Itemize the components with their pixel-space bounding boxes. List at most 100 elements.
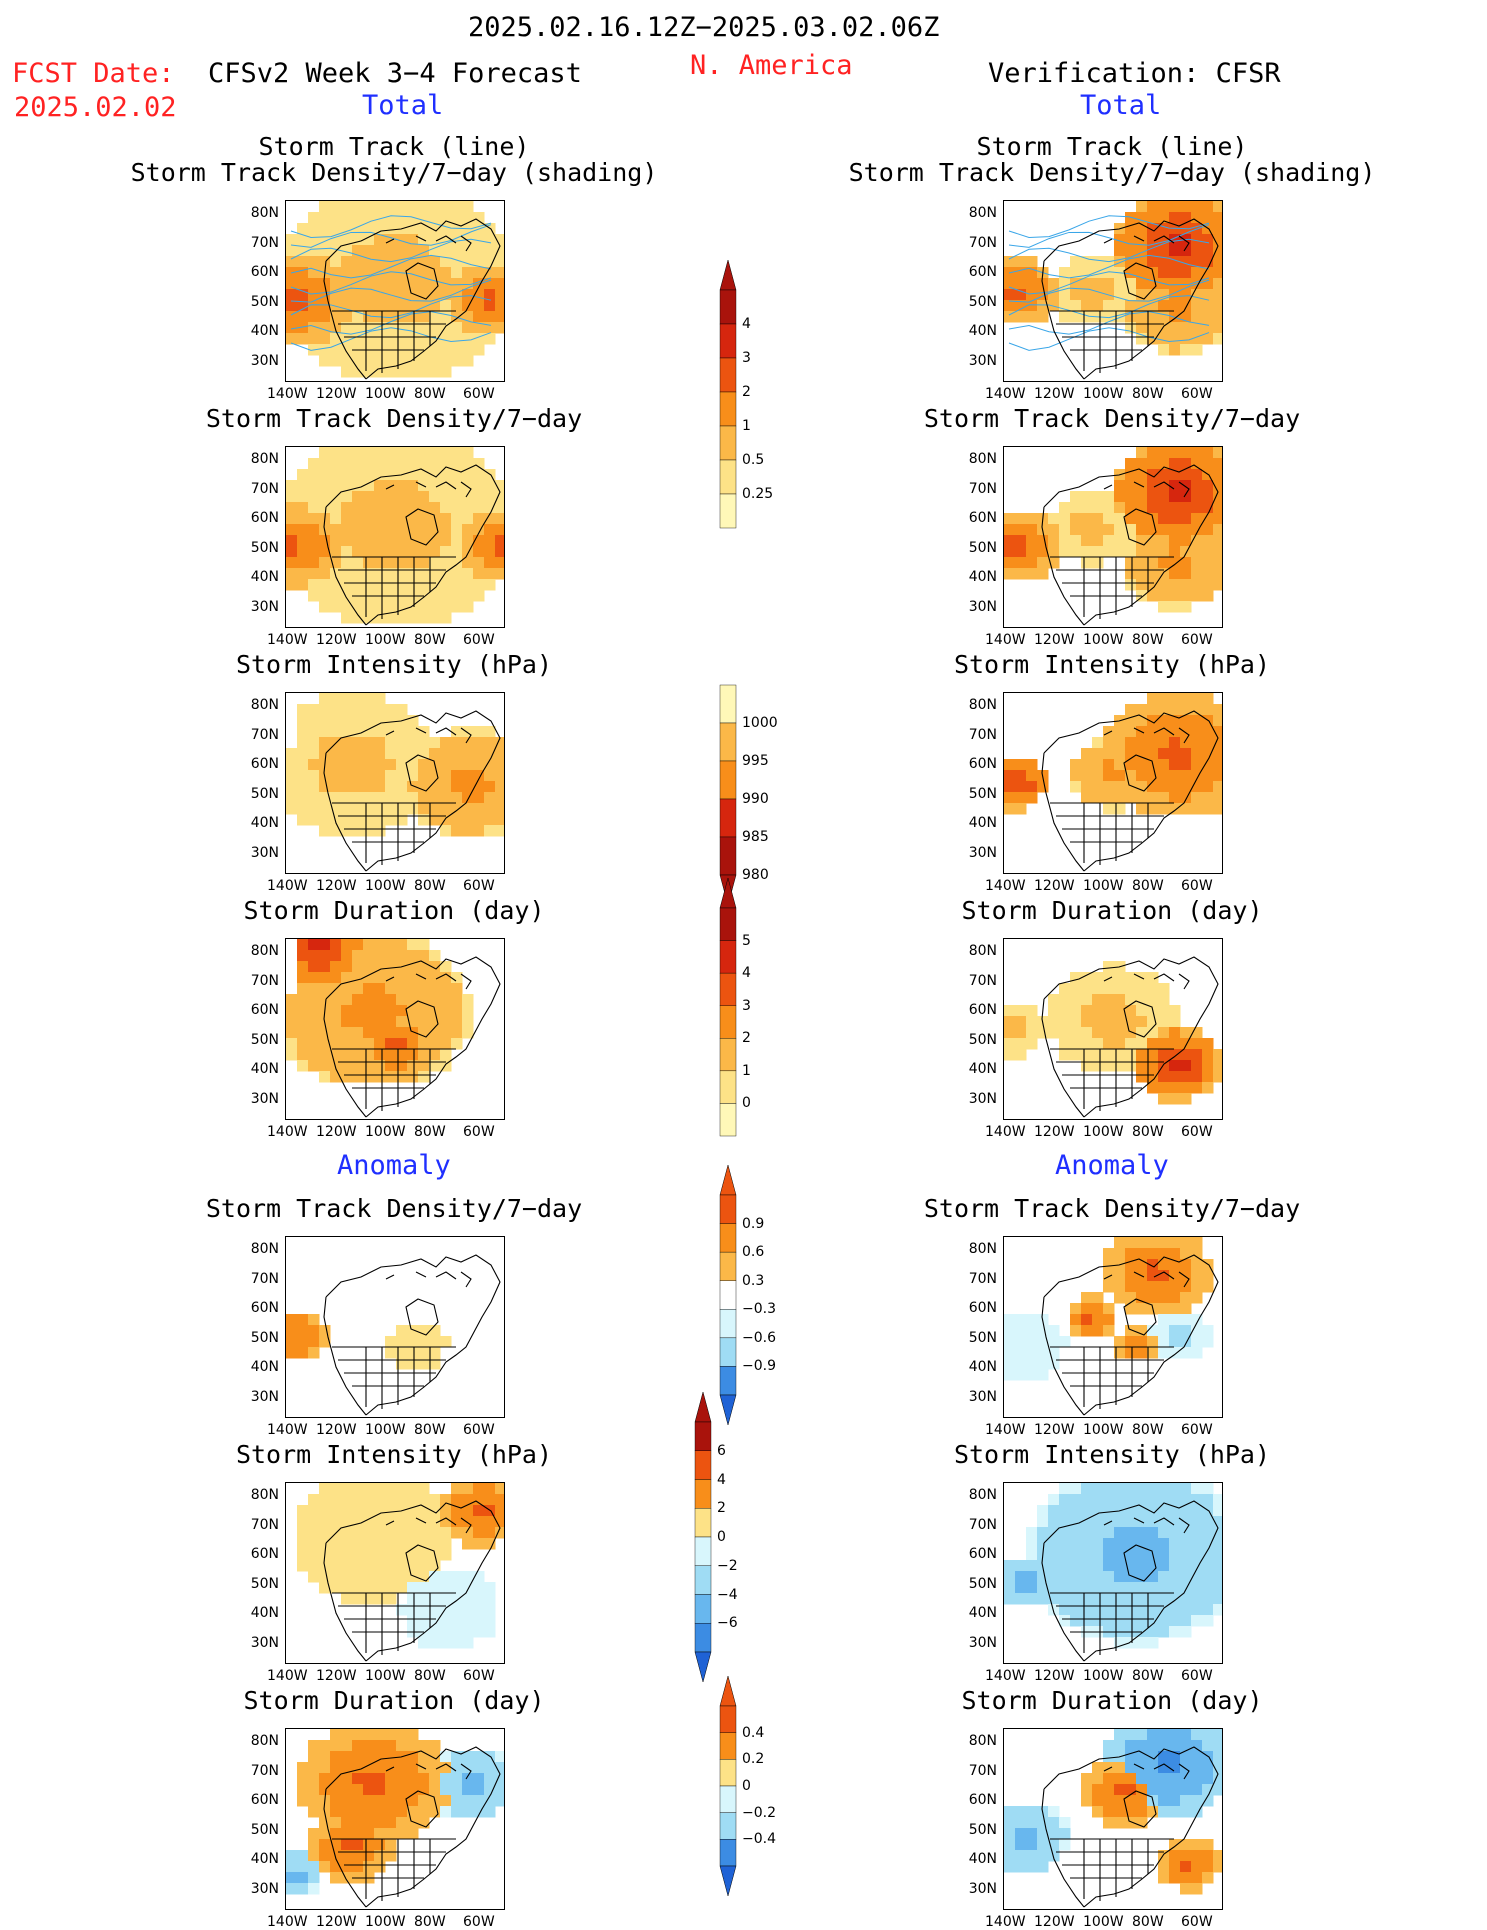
field-cell [1191, 1593, 1203, 1605]
field-cell [1169, 322, 1181, 334]
field-cell [407, 1806, 419, 1818]
field-cell [1004, 256, 1016, 268]
field-cell [341, 1071, 353, 1083]
field-cell [1114, 1060, 1126, 1072]
lat-label: 30N [250, 1091, 279, 1107]
field-cell [407, 1358, 419, 1370]
field-cell [363, 201, 375, 213]
field-cell [1191, 781, 1203, 793]
field-cell [341, 983, 353, 995]
field-cell [363, 792, 375, 804]
field-cell [1147, 223, 1159, 235]
field-cell [1158, 803, 1170, 815]
field-cell [1169, 289, 1181, 301]
field-cell [1048, 1538, 1060, 1550]
field-cell [363, 1005, 375, 1017]
field-cell [1037, 557, 1049, 569]
lat-label: 70N [250, 972, 279, 989]
lon-label: 120W [316, 632, 357, 648]
field-cell [462, 300, 474, 312]
field-cell [319, 355, 331, 367]
field-cell [429, 201, 441, 213]
field-cell [385, 300, 397, 312]
field-cell [352, 983, 364, 995]
field-cell [385, 1729, 397, 1741]
lon-label: 120W [1034, 1124, 1075, 1140]
field-cell [1081, 1505, 1093, 1517]
field-cell [1136, 1494, 1148, 1506]
field-cell [1180, 546, 1192, 558]
field-cell [1048, 1839, 1060, 1851]
field-cell [473, 245, 485, 257]
field-cell [352, 245, 364, 257]
field-cell [1169, 491, 1181, 503]
field-cell [1147, 278, 1159, 290]
field-cell [462, 1615, 474, 1627]
field-cell [1202, 546, 1214, 558]
field-cell [1213, 535, 1222, 547]
field-cell [308, 491, 320, 503]
field-cell [429, 1336, 441, 1348]
field-cell [385, 1582, 397, 1594]
field-cell [1004, 1560, 1016, 1572]
field-cell [495, 1483, 504, 1495]
field-cell [1136, 1027, 1148, 1039]
field-cell [385, 201, 397, 213]
field-cell [363, 355, 375, 367]
field-cell [1114, 770, 1126, 782]
field-cell [1015, 1571, 1027, 1583]
field-cell [297, 1347, 309, 1359]
field-cell [1092, 781, 1104, 793]
field-cell [286, 1314, 298, 1326]
field-cell [1114, 1538, 1126, 1550]
field-cell [341, 1483, 353, 1495]
field-cell [1202, 1281, 1214, 1293]
map-outline [1103, 235, 1190, 252]
field-cell [1213, 1773, 1222, 1785]
field-cell [341, 502, 353, 514]
field-cell [462, 803, 474, 815]
field-cell [462, 201, 474, 213]
field-cell [407, 1828, 419, 1840]
field-cell [319, 1325, 331, 1337]
field-cell [1004, 1016, 1016, 1028]
field-cell [429, 311, 441, 323]
field-cell [1191, 704, 1203, 716]
field-cell [308, 1549, 320, 1561]
field-cell [374, 1806, 386, 1818]
field-cell [1015, 300, 1027, 312]
field-cell [385, 737, 397, 749]
field-cell [1114, 256, 1126, 268]
field-cell [1147, 1347, 1159, 1359]
field-cell [319, 693, 331, 705]
field-cell [297, 1872, 309, 1884]
field-cell [429, 1027, 441, 1039]
field-cell [1081, 1538, 1093, 1550]
field-cell [1015, 759, 1027, 771]
field-cell [1004, 1593, 1016, 1605]
field-cell [1180, 704, 1192, 716]
field-cell [363, 311, 375, 323]
lat-label: 80N [968, 1733, 997, 1749]
field-cell [396, 480, 408, 492]
field-cell [1125, 1762, 1137, 1774]
field-cell [1213, 1571, 1222, 1583]
field-cell [385, 1038, 397, 1050]
field-cell [440, 223, 452, 235]
field-cell [462, 1005, 474, 1017]
field-cell [352, 792, 364, 804]
field-cell [1180, 1861, 1192, 1873]
field-cell [1169, 803, 1181, 815]
field-cell [484, 737, 496, 749]
field-cell [462, 1483, 474, 1495]
field-cell [462, 770, 474, 782]
field-cell [1026, 513, 1038, 525]
field-cell [1191, 1270, 1203, 1282]
field-cell [1136, 1751, 1148, 1763]
field-cell [1081, 1571, 1093, 1583]
field-cell [297, 994, 309, 1006]
field-cell [462, 535, 474, 547]
field-cell [1202, 1784, 1214, 1796]
field-cell [341, 1795, 353, 1807]
lon-label: 60W [1181, 386, 1213, 402]
